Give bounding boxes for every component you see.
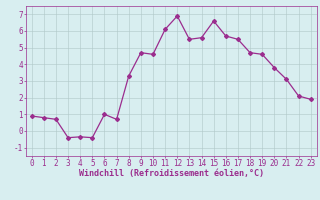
X-axis label: Windchill (Refroidissement éolien,°C): Windchill (Refroidissement éolien,°C) xyxy=(79,169,264,178)
